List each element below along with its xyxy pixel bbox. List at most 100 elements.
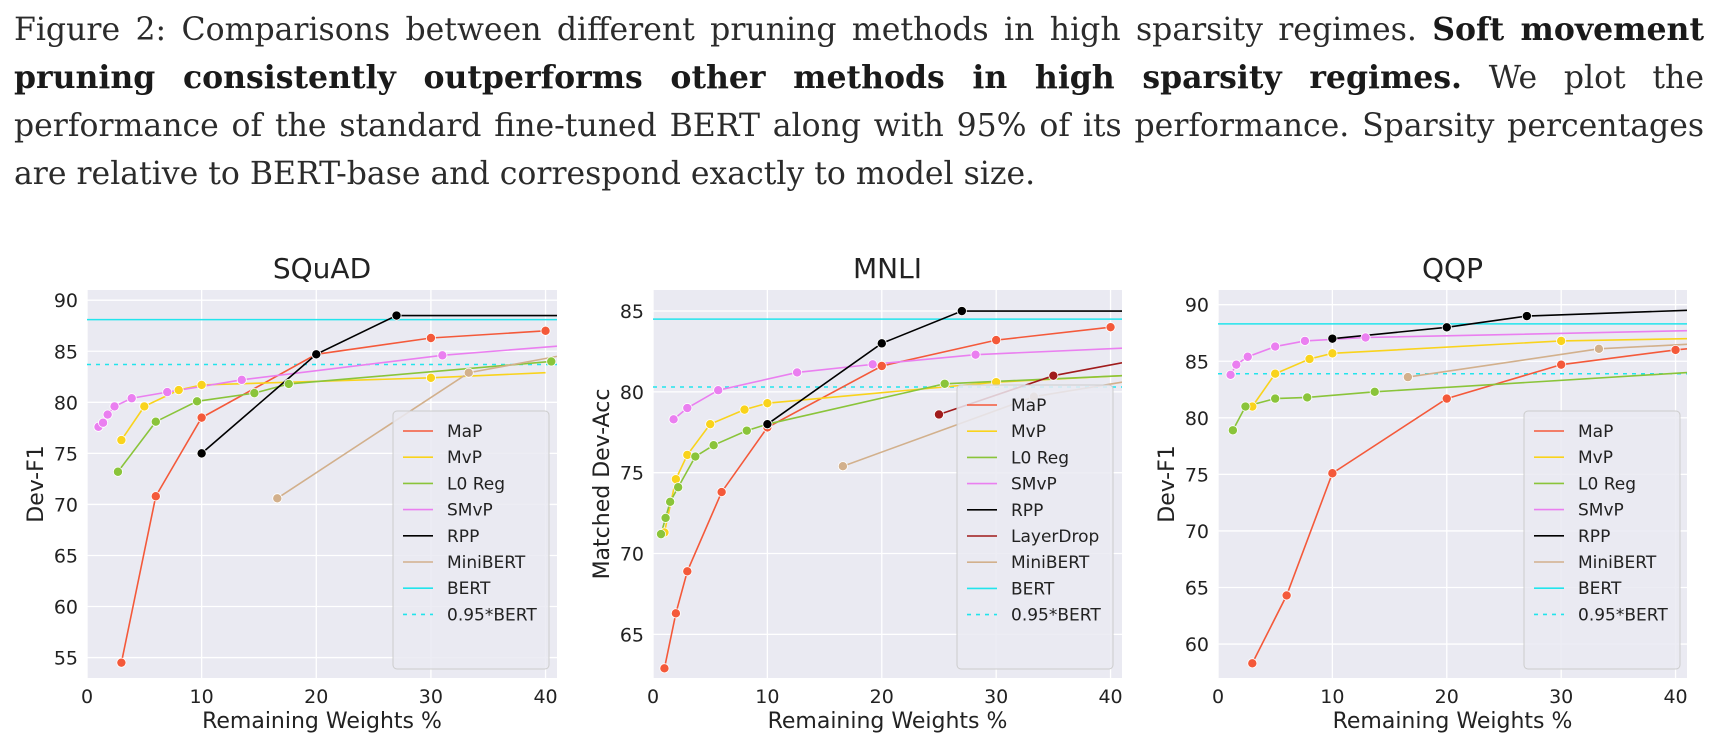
data-point-smvp	[1270, 341, 1281, 352]
x-axis-label: Remaining Weights %	[1333, 709, 1573, 734]
legend-label-mvp: MvP	[1011, 422, 1046, 442]
y-tick-label: 85	[620, 301, 644, 323]
chart-qqp: 0 10 20 30 40 60 65 70 75 80 85 90 QQP Remaining Weig…	[1155, 252, 1688, 734]
series-line-mvp	[120, 371, 546, 441]
data-point-l0-reg	[546, 356, 557, 367]
legend-label-l0-reg: L0 Reg	[1578, 474, 1636, 494]
data-point-mvp	[739, 404, 750, 415]
y-tick-label: 60	[1185, 634, 1209, 656]
data-point-l0-reg	[1302, 392, 1313, 403]
legend-label-minibert: MiniBERT	[1011, 553, 1090, 573]
data-point-map	[150, 491, 161, 502]
data-point-minibert	[1593, 343, 1604, 354]
data-point-minibert	[272, 493, 283, 504]
data-point-mvp	[173, 385, 184, 396]
data-point-smvp	[867, 359, 878, 370]
data-point-minibert	[463, 367, 474, 378]
data-point-mvp	[1304, 354, 1315, 365]
data-point-mvp	[762, 398, 773, 409]
data-point-l0-reg	[1240, 401, 1251, 412]
x-tick-label: 40	[533, 686, 557, 708]
x-tick-label: 0	[1212, 686, 1224, 708]
data-point-map	[716, 487, 727, 498]
x-tick-label: 10	[1320, 686, 1344, 708]
data-point-rpp	[1327, 333, 1338, 344]
y-tick-label: 85	[1185, 351, 1209, 373]
data-point-smvp	[713, 385, 724, 396]
data-point-l0-reg	[939, 378, 950, 389]
x-tick-label: 0	[81, 686, 93, 708]
data-point-l0-reg	[1270, 393, 1281, 404]
y-tick-label: 90	[54, 290, 78, 312]
y-tick-label: 65	[54, 545, 78, 567]
data-point-map	[1105, 322, 1116, 333]
data-point-l0-reg	[741, 425, 752, 436]
y-tick-label: 55	[54, 648, 78, 670]
figure-caption: Figure 2: Comparisons between different …	[14, 6, 1704, 198]
legend-label-mvp: MvP	[1578, 448, 1613, 468]
legend-label-bert: BERT	[447, 579, 491, 599]
data-point-map	[1247, 658, 1258, 669]
data-point-l0-reg	[673, 482, 684, 493]
legend-label-map: MaP	[1578, 422, 1613, 442]
y-tick-label: 70	[620, 544, 644, 566]
legend-label-l0-reg: L0 Reg	[447, 474, 505, 494]
data-point-smvp	[109, 401, 120, 412]
series-line-l0-reg	[660, 374, 1122, 535]
data-point-rpp	[196, 448, 207, 459]
series-line-map	[663, 326, 1111, 669]
data-point-l0-reg	[660, 512, 671, 523]
legend-label-rpp: RPP	[1011, 501, 1043, 521]
data-point-rpp	[1521, 311, 1532, 322]
data-point-smvp	[1231, 359, 1242, 370]
data-point-smvp	[437, 350, 448, 361]
series-group	[1218, 309, 1687, 669]
data-point-minibert	[837, 461, 848, 472]
legend-label-layerdrop: LayerDrop	[1011, 527, 1099, 547]
legend-label-rpp: RPP	[447, 527, 479, 547]
legend-label-map: MaP	[1011, 396, 1046, 416]
data-point-map	[1281, 590, 1292, 601]
y-tick-label: 85	[54, 341, 78, 363]
data-point-smvp	[1242, 351, 1253, 362]
data-point-minibert	[1402, 372, 1413, 383]
data-point-smvp	[1225, 369, 1236, 380]
legend-label-minibert: MiniBERT	[447, 553, 526, 573]
x-tick-label: 40	[1663, 686, 1687, 708]
y-axis-label: Dev-F1	[24, 445, 49, 523]
legend-label-smvp: SMvP	[1011, 475, 1057, 495]
series-group	[653, 306, 1122, 674]
legend-label-l0-reg: L0 Reg	[1011, 448, 1069, 468]
legend-label-smvp: SMvP	[447, 501, 493, 521]
chart-squad: 0 10 20 30 40 55 60 65 70 75 80 85 90 SQuAD Remaining …	[24, 252, 558, 734]
x-axis-label: Remaining Weights %	[768, 709, 1008, 734]
x-tick-label: 20	[870, 686, 894, 708]
x-tick-label: 0	[647, 686, 659, 708]
data-point-layerdrop	[933, 409, 944, 420]
data-point-rpp	[956, 306, 967, 317]
data-point-map	[682, 566, 693, 577]
data-point-smvp	[98, 417, 109, 428]
legend-label-bert: BERT	[1578, 579, 1622, 599]
data-point-l0-reg	[283, 378, 294, 389]
data-point-l0-reg	[1227, 425, 1238, 436]
data-point-smvp	[102, 409, 113, 420]
data-point-rpp	[1441, 322, 1452, 333]
data-point-mvp	[196, 379, 207, 390]
data-point-map	[659, 663, 670, 674]
chart-title: QQP	[1422, 252, 1483, 285]
legend-box	[956, 384, 1114, 670]
data-point-l0-reg	[150, 416, 161, 427]
series-line-rpp	[766, 310, 1122, 425]
caption-bold: Soft movement pruning consistently outpe…	[14, 11, 1704, 96]
data-point-mvp	[116, 435, 127, 446]
y-tick-label: 60	[54, 597, 78, 619]
data-point-mvp	[1556, 335, 1567, 346]
caption-suffix: We plot the performance of the standard …	[14, 60, 1704, 192]
data-point-smvp	[682, 403, 693, 414]
x-tick-label: 20	[1435, 686, 1459, 708]
data-point-rpp	[311, 349, 322, 360]
legend-label-smvp: SMvP	[1578, 501, 1624, 521]
x-tick-label: 10	[190, 686, 214, 708]
